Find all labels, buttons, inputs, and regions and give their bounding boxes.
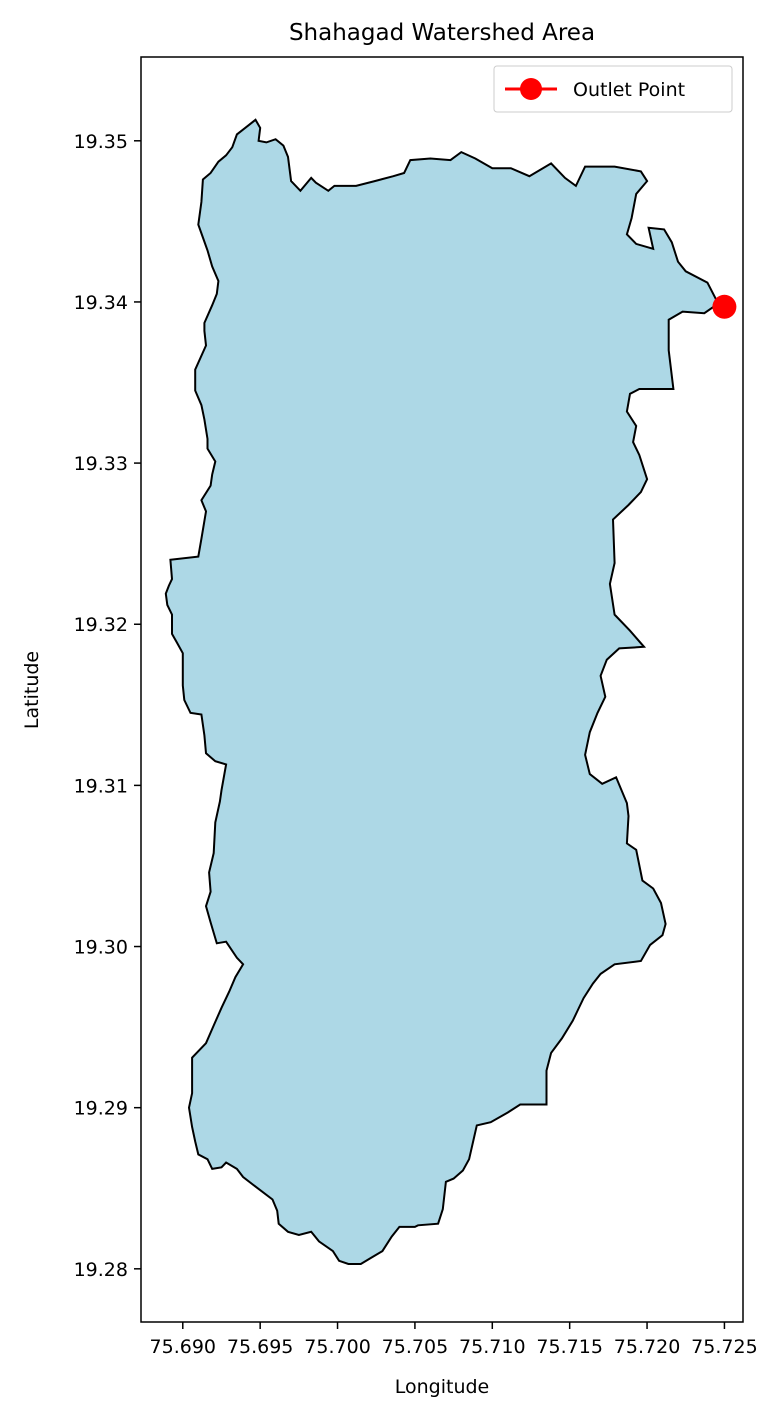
y-tick-label: 19.33 <box>74 453 128 475</box>
chart-title: Shahagad Watershed Area <box>289 20 595 46</box>
x-tick-label: 75.700 <box>304 1336 370 1358</box>
legend: Outlet Point <box>493 65 733 113</box>
x-tick-label: 75.720 <box>614 1336 680 1358</box>
y-tick-label: 19.32 <box>74 614 128 636</box>
watershed-polygon <box>164 118 720 1265</box>
y-tick-label: 19.28 <box>74 1259 128 1281</box>
y-axis-ticks: 19.28 19.29 19.30 19.31 19.32 19.33 19.34 19.35 <box>74 131 141 1281</box>
x-tick-label: 75.690 <box>150 1336 216 1358</box>
x-axis-ticks: 75.690 75.695 75.700 75.705 75.710 75.715 75.7… <box>150 1322 758 1358</box>
y-tick-label: 19.35 <box>74 131 128 153</box>
y-axis-label: Latitude <box>21 651 43 729</box>
legend-marker <box>520 78 542 100</box>
x-tick-label: 75.705 <box>382 1336 448 1358</box>
legend-label-outlet-point: Outlet Point <box>573 79 685 101</box>
outlet-point-marker <box>712 294 737 319</box>
y-tick-label: 19.31 <box>74 775 128 797</box>
x-tick-label: 75.695 <box>227 1336 293 1358</box>
legend-box <box>493 65 733 113</box>
x-tick-label: 75.715 <box>536 1336 602 1358</box>
y-tick-label: 19.34 <box>74 292 128 314</box>
x-tick-label: 75.710 <box>459 1336 525 1358</box>
y-tick-label: 19.29 <box>74 1098 128 1120</box>
x-axis-label: Longitude <box>395 1376 490 1398</box>
axes-frame <box>140 56 744 1323</box>
plot-area <box>164 118 737 1265</box>
y-tick-label: 19.30 <box>74 937 128 959</box>
x-tick-label: 75.725 <box>691 1336 757 1358</box>
